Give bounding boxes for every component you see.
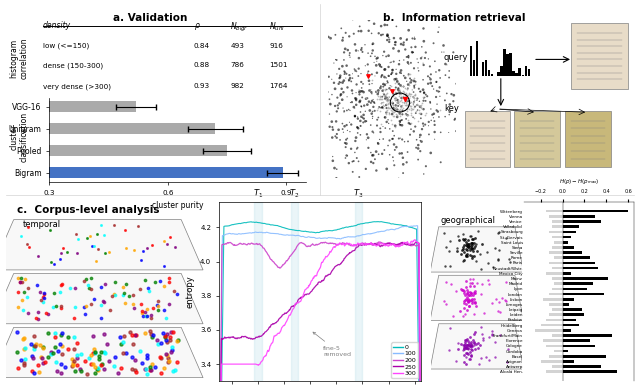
200 [361, 241, 369, 245]
Text: $T_2$: $T_2$ [289, 187, 300, 200]
0 [239, 221, 247, 225]
250 [239, 334, 247, 339]
100 [413, 223, 420, 228]
Bar [254, 202, 262, 381]
Text: a. Validation: a. Validation [113, 13, 188, 23]
Polygon shape [0, 220, 203, 270]
300 [412, 237, 419, 242]
250 [362, 242, 370, 247]
250 [361, 242, 369, 247]
300 [295, 300, 303, 305]
Text: $T_3$: $T_3$ [353, 187, 364, 200]
0 [281, 226, 289, 230]
Text: histogram
correlation: histogram correlation [10, 37, 29, 79]
100 [361, 232, 369, 237]
200 [295, 242, 303, 246]
200 [239, 242, 247, 247]
250 [399, 240, 406, 245]
Line: 200: 200 [219, 242, 421, 389]
Legend: 0, 100, 200, 250, 300: 0, 100, 200, 250, 300 [391, 342, 418, 378]
Y-axis label: entropy: entropy [186, 275, 195, 308]
Polygon shape [0, 328, 203, 378]
Bar [291, 202, 298, 381]
Line: 100: 100 [219, 226, 421, 389]
Text: cluster
classification: cluster classification [10, 112, 29, 162]
300 [342, 242, 350, 246]
250 [342, 254, 350, 259]
Line: 0: 0 [219, 222, 421, 389]
200 [342, 242, 350, 246]
Bar [355, 202, 362, 381]
300 [281, 322, 289, 327]
200 [281, 261, 289, 265]
0 [295, 228, 303, 233]
Polygon shape [0, 273, 203, 324]
200 [362, 241, 370, 246]
0 [361, 221, 369, 226]
200 [376, 240, 383, 244]
300 [239, 362, 247, 366]
0 [373, 219, 381, 224]
100 [295, 233, 303, 238]
250 [281, 311, 289, 315]
100 [239, 231, 247, 236]
100 [281, 233, 289, 237]
Text: b.  Information retrieval: b. Information retrieval [383, 13, 525, 23]
100 [362, 232, 370, 237]
0 [342, 225, 350, 230]
Text: $T_1$: $T_1$ [253, 187, 263, 200]
250 [295, 297, 303, 301]
Text: fine-5
removed: fine-5 removed [313, 332, 351, 357]
300 [362, 242, 370, 247]
Line: 300: 300 [219, 240, 421, 389]
Line: 250: 250 [219, 242, 421, 389]
Text: c.  Corpus-level analysis: c. Corpus-level analysis [17, 205, 159, 215]
0 [362, 221, 370, 225]
Text: temporal: temporal [22, 220, 61, 229]
300 [361, 242, 369, 246]
100 [342, 235, 350, 240]
